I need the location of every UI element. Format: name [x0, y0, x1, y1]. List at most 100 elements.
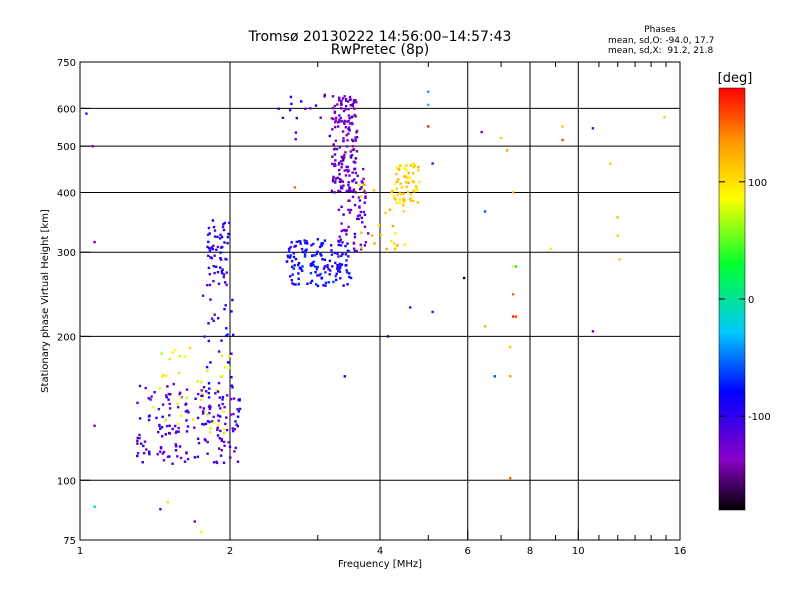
cluster-point [347, 100, 350, 103]
cluster-point [352, 247, 356, 250]
cluster-point [348, 186, 351, 189]
cluster-point [147, 397, 150, 400]
cluster-point [411, 162, 415, 166]
cluster-point [363, 183, 367, 186]
cluster-point [138, 433, 141, 437]
cluster-point [301, 269, 304, 272]
cluster-point [333, 111, 337, 114]
data-points [85, 90, 666, 534]
cluster-point [350, 154, 354, 157]
cluster-point [223, 221, 226, 225]
colorbar-tick-label: 0 [748, 295, 754, 306]
cluster-point [323, 239, 326, 242]
data-point [480, 130, 483, 134]
cluster-point [347, 225, 350, 229]
cluster-point [299, 240, 302, 243]
cluster-point [220, 235, 224, 239]
cluster-point [338, 173, 341, 176]
cluster-point [162, 374, 165, 377]
cluster-point [220, 439, 223, 443]
cluster-point [220, 354, 223, 358]
cluster-point [229, 397, 233, 401]
cluster-point [327, 268, 330, 271]
cluster-point [347, 132, 350, 135]
cluster-point [359, 210, 362, 214]
cluster-point [187, 411, 190, 414]
cluster-point [334, 119, 337, 122]
cluster-point [224, 334, 228, 338]
cluster-point [356, 217, 359, 220]
cluster-point [165, 424, 169, 428]
cluster-point [338, 268, 341, 271]
grid-lines [80, 62, 680, 540]
cluster-point [167, 392, 171, 396]
cluster-point [407, 171, 410, 175]
cluster-point [197, 441, 201, 445]
cluster-point [349, 104, 352, 107]
cluster-point [351, 195, 355, 199]
data-point [561, 138, 564, 142]
cluster-point [299, 266, 302, 269]
x-tick-labels: 1 2 4 6 8 10 16 [77, 546, 687, 557]
cluster-point [164, 419, 167, 422]
cluster-point [217, 419, 220, 422]
cluster-point [340, 254, 343, 258]
cluster-point [410, 199, 413, 203]
data-point [427, 90, 430, 93]
cluster-point [361, 188, 365, 191]
cluster-point [334, 159, 337, 162]
cluster-point [353, 235, 357, 239]
cluster-point [312, 260, 315, 263]
cluster-point [291, 273, 294, 276]
cluster-point [348, 117, 351, 120]
cluster-point [323, 95, 326, 98]
cluster-point [346, 283, 349, 286]
cluster-point [288, 247, 291, 250]
cluster-point [228, 366, 231, 369]
cluster-point [394, 232, 397, 235]
cluster-point [219, 257, 222, 260]
cluster-point [214, 392, 217, 395]
cluster-point [334, 125, 337, 129]
cluster-point [354, 136, 357, 139]
cluster-point [174, 443, 177, 446]
cluster-point [363, 225, 367, 228]
cluster-point [346, 145, 349, 148]
cluster-point [217, 350, 221, 353]
data-point [591, 127, 595, 130]
cluster-point [155, 416, 158, 420]
cluster-point [349, 156, 353, 159]
cluster-point [342, 139, 345, 143]
cluster-point [323, 265, 326, 268]
cluster-point [237, 398, 240, 402]
data-point [343, 375, 346, 378]
cluster-point [346, 189, 349, 192]
cluster-point [340, 179, 343, 182]
cluster-point [373, 242, 376, 245]
cluster-point [178, 445, 182, 448]
cluster-point [346, 120, 349, 123]
cluster-point [398, 191, 402, 195]
cluster-point [292, 283, 296, 286]
cluster-point [397, 178, 400, 181]
cluster-point [351, 148, 354, 152]
cluster-point [351, 145, 355, 148]
cluster-point [219, 429, 222, 433]
cluster-point [174, 444, 178, 448]
x-tick-label: 10 [572, 546, 585, 557]
cluster-point [396, 244, 399, 247]
cluster-point [201, 294, 205, 297]
cluster-point [395, 201, 399, 205]
cluster-point [201, 422, 204, 426]
cluster-point [172, 382, 175, 386]
cluster-point [303, 239, 306, 242]
cluster-point [222, 273, 226, 276]
cluster-point [356, 214, 360, 218]
cluster-point [207, 339, 210, 343]
cluster-point [344, 104, 348, 108]
cluster-point [316, 274, 319, 277]
cluster-point [341, 252, 344, 256]
cluster-point [340, 263, 344, 266]
cluster-point [338, 161, 341, 165]
cluster-point [212, 280, 215, 283]
